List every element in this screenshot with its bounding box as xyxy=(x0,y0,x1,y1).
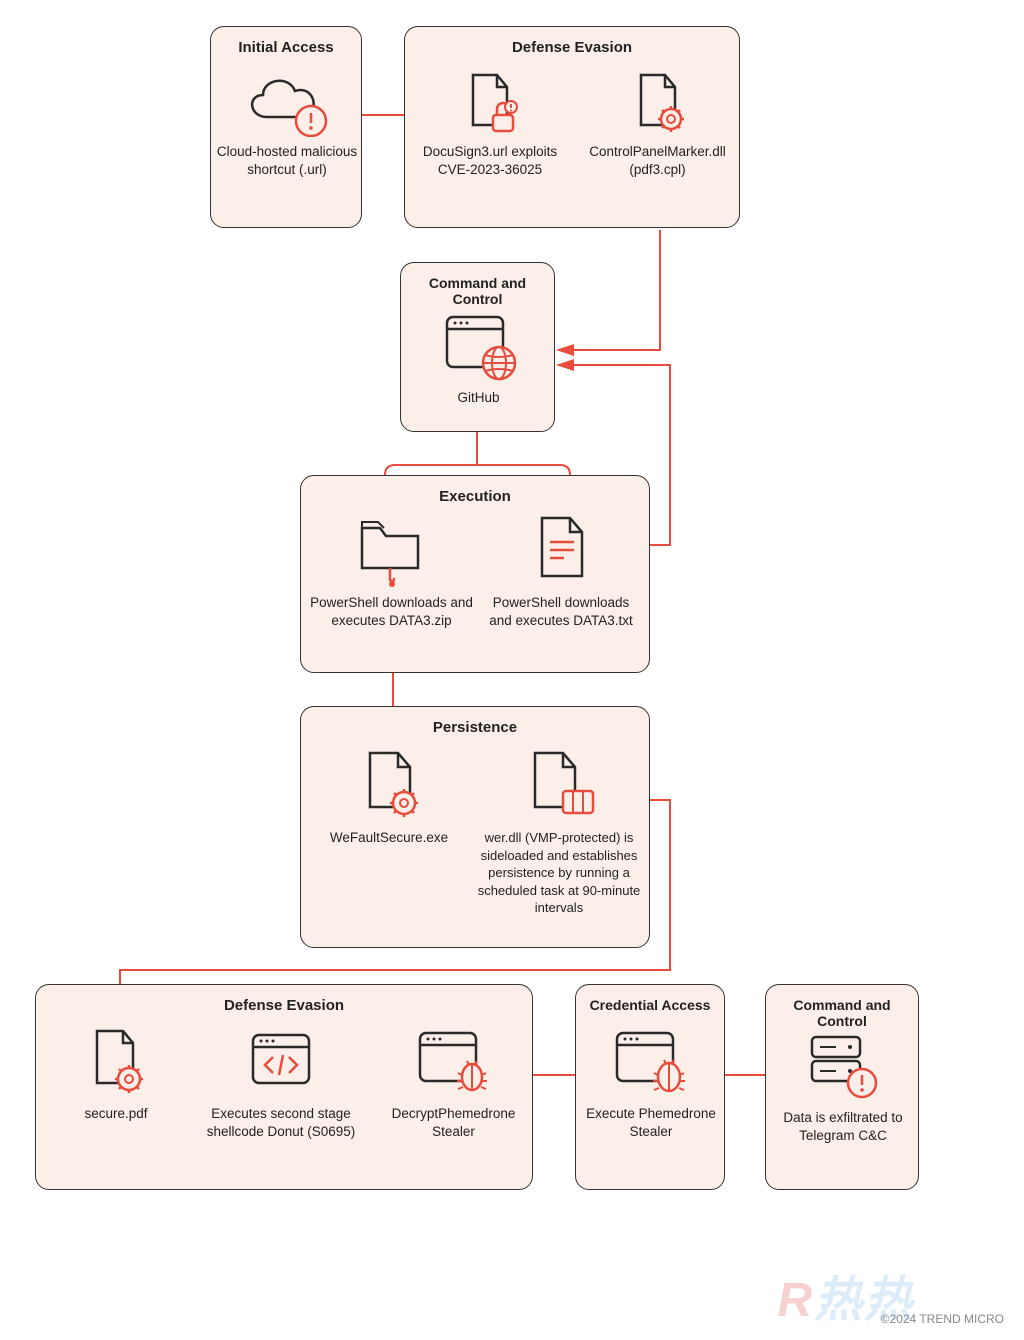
cloud-alert-icon xyxy=(211,67,363,137)
item-label: PowerShell downloads and executes DATA3.… xyxy=(481,594,641,630)
file-gear-icon xyxy=(46,1025,186,1099)
item-label: PowerShell downloads and executes DATA3.… xyxy=(309,594,474,630)
browser-bug-icon xyxy=(376,1025,531,1099)
stage-execution: Execution PowerShell downloads and execu… xyxy=(300,475,650,673)
stage-c2-telegram: Command and Control Data is exfiltrated … xyxy=(765,984,919,1190)
item-label: wer.dll (VMP-protected) is sideloaded an… xyxy=(469,829,649,917)
item-label: WeFaultSecure.exe xyxy=(309,829,469,847)
item-label: ControlPanelMarker.dll (pdf3.cpl) xyxy=(580,143,735,179)
footer-copyright: ©2024 TREND MICRO xyxy=(881,1312,1004,1326)
item-label: Execute Phemedrone Stealer xyxy=(576,1105,726,1141)
browser-bug-icon xyxy=(576,1025,726,1099)
file-columns-icon xyxy=(469,745,649,823)
stage-c2-github: Command and Control GitHub xyxy=(400,262,555,432)
item-label: secure.pdf xyxy=(46,1105,186,1123)
item-label: Cloud-hosted malicious shortcut (.url) xyxy=(211,143,363,179)
stage-title: Command and Control xyxy=(413,275,542,307)
folder-drop-icon xyxy=(309,510,474,588)
item-label: DocuSign3.url exploits CVE-2023-36025 xyxy=(415,143,565,179)
browser-globe-icon xyxy=(401,309,556,383)
stage-title: Credential Access xyxy=(588,997,712,1013)
stage-title: Defense Evasion xyxy=(417,39,727,56)
file-gear-icon xyxy=(309,745,469,823)
server-alert-icon xyxy=(766,1029,920,1103)
stage-initial-access: Initial Access Cloud-hosted malicious sh… xyxy=(210,26,362,228)
stage-title: Execution xyxy=(313,488,637,505)
file-gear-icon xyxy=(580,67,735,137)
stage-title: Persistence xyxy=(313,719,637,736)
stage-title: Command and Control xyxy=(778,997,906,1029)
item-label: Data is exfiltrated to Telegram C&C xyxy=(766,1109,920,1145)
stage-persistence: Persistence WeFaultSecure.exe xyxy=(300,706,650,948)
file-lock-alert-icon xyxy=(415,67,565,137)
stage-defense-evasion-1: Defense Evasion DocuSign3.url exploits C… xyxy=(404,26,740,228)
stage-credential-access: Credential Access xyxy=(575,984,725,1190)
item-label: Executes second stage shellcode Donut (S… xyxy=(201,1105,361,1141)
stage-defense-evasion-2: Defense Evasion secure.pdf xyxy=(35,984,533,1190)
stage-title: Defense Evasion xyxy=(48,997,520,1014)
item-label: GitHub xyxy=(401,389,556,407)
stage-title: Initial Access xyxy=(223,39,349,56)
item-label: DecryptPhemedrone Stealer xyxy=(376,1105,531,1141)
code-window-icon xyxy=(201,1025,361,1099)
file-lines-icon xyxy=(481,510,641,588)
